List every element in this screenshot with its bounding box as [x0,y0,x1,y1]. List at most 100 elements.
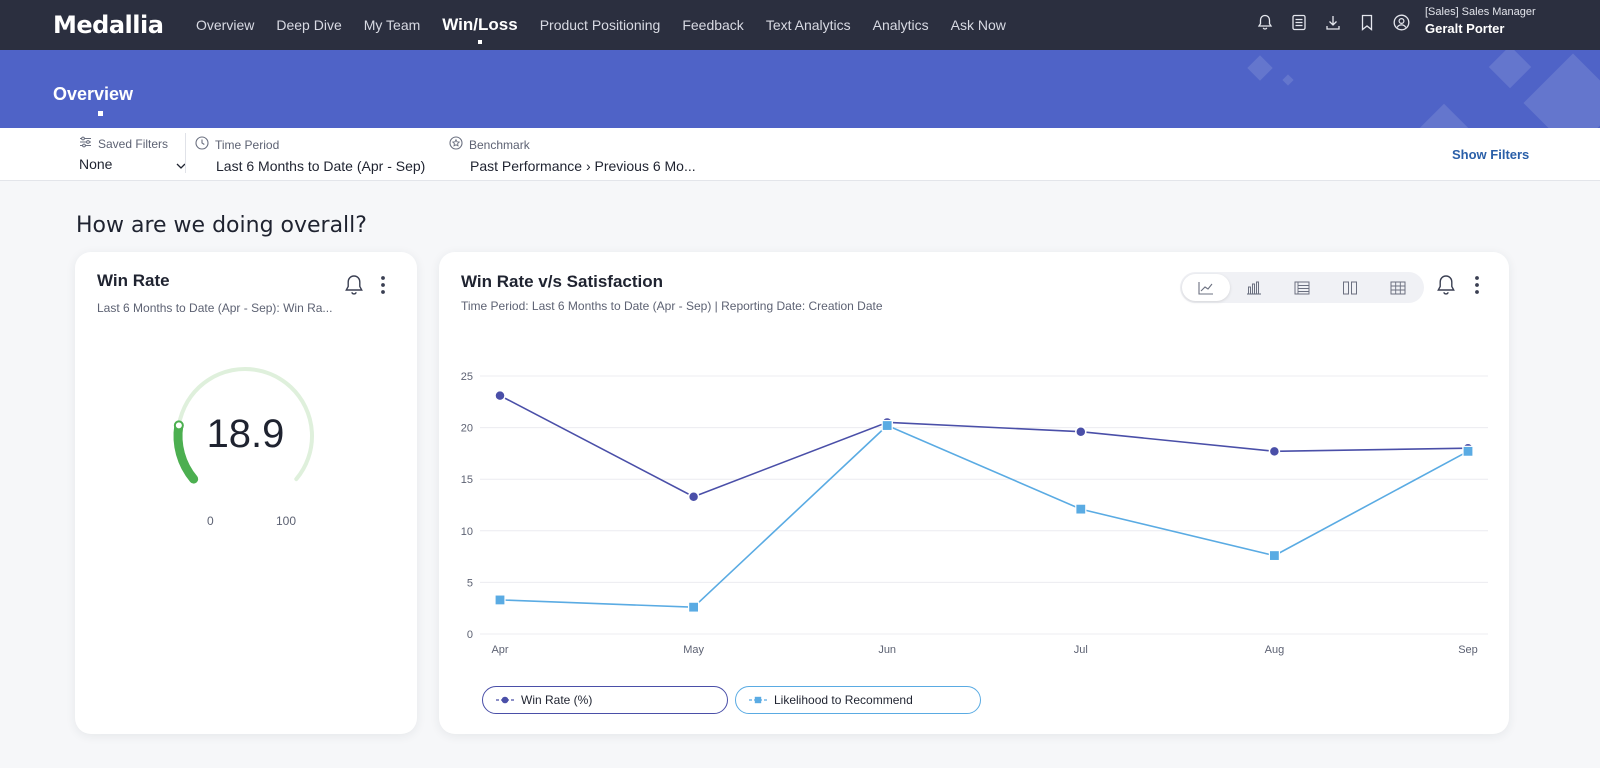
time-period-label: Time Period [215,137,280,152]
data-point-1 [687,490,700,503]
legend-win-rate[interactable]: Win Rate (%) [482,686,728,714]
y-tick-label: 10 [461,526,473,538]
data-point-2 [1075,503,1087,515]
x-tick-label: Sep [1458,644,1478,656]
banner-decoration [1488,50,1532,89]
page-title: Overview [53,84,134,104]
bell-icon[interactable] [1255,12,1275,32]
download-icon[interactable] [1323,12,1343,32]
top-navigation-bar: Medallia Overview Deep Dive My Team Win/… [0,0,1600,50]
chart-more-options-icon[interactable] [1465,272,1489,298]
gauge-max-label: 100 [276,514,297,528]
data-point-1 [1268,445,1281,458]
y-tick-label: 25 [461,371,473,383]
bookmark-icon[interactable] [1357,12,1377,32]
y-tick-label: 5 [467,577,473,589]
time-period-value: Last 6 Months to Date (Apr - Sep) [216,158,426,174]
x-tick-label: May [683,644,704,656]
win-rate-vs-satisfaction-card [439,252,1509,734]
checklist-icon[interactable] [1289,12,1309,32]
line-chart-icon[interactable] [1182,274,1230,301]
win-rate-gauge [173,367,314,484]
data-point-2 [1268,549,1281,562]
chart-view-toggle [1180,272,1424,303]
alert-bell-icon[interactable] [342,272,366,298]
list-chart-icon[interactable] [1278,274,1326,301]
saved-filters-control[interactable]: Saved Filters None [79,136,186,172]
benchmark-label-row: Benchmark [449,136,696,153]
nav-link-my-team[interactable]: My Team [363,17,421,33]
nav-link-feedback[interactable]: Feedback [682,17,744,33]
x-tick-label: Jul [1074,644,1088,656]
bar-chart-icon[interactable] [1230,274,1278,301]
nav-link-ask-now[interactable]: Ask Now [950,17,1006,33]
nav-link-text-analytics[interactable]: Text Analytics [765,17,851,33]
nav-icon-group [1255,12,1411,32]
legend-circle-marker-icon [495,695,515,705]
user-profile[interactable]: [Sales] Sales Manager Geralt Porter [1425,6,1536,36]
filter-bar: Saved Filters None Time Period Last 6 Mo… [0,128,1600,181]
user-circle-icon[interactable] [1391,12,1411,32]
main-nav-links: Overview Deep Dive My Team Win/Loss Prod… [185,0,1017,50]
section-heading: How are we doing overall? [76,213,367,238]
x-tick-label: Aug [1265,644,1285,656]
benchmark-control[interactable]: Benchmark Past Performance › Previous 6 … [449,136,696,174]
more-options-icon[interactable] [371,272,395,298]
time-period-control[interactable]: Time Period Last 6 Months to Date (Apr -… [195,136,425,174]
legend-likelihood-to-recommend[interactable]: Likelihood to Recommend [735,686,981,714]
series-line-1 [499,394,1469,498]
banner-decoration [1523,53,1600,128]
clock-icon [195,136,209,153]
x-tick-label: Apr [491,644,508,656]
legend-square-marker-icon [748,695,768,705]
chart-alert-bell-icon[interactable] [1434,272,1458,298]
banner-decoration [1415,103,1473,128]
saved-filters-value: None [79,156,113,172]
data-point-1 [494,389,506,402]
legend-win-rate-label: Win Rate (%) [521,693,593,707]
win-rate-title: Win Rate [97,271,170,290]
sliders-icon [79,136,92,151]
gauge-knob [173,420,184,431]
user-name: Geralt Porter [1425,21,1505,36]
chart-subtitle: Time Period: Last 6 Months to Date (Apr … [461,299,883,313]
medallia-logo[interactable]: Medallia [53,11,164,39]
nav-link-overview[interactable]: Overview [196,17,255,33]
y-tick-label: 0 [467,629,473,641]
win-rate-card [75,252,417,734]
gauge-fill [173,420,199,484]
win-rate-line-chart: 0 5 10 15 20 25 Apr May Jun Jul Aug Sep [461,371,1488,656]
data-point-2 [1462,445,1474,457]
data-point-2 [494,594,506,606]
saved-filters-label: Saved Filters [98,136,169,151]
user-role: [Sales] Sales Manager [1425,6,1536,18]
nav-link-deep-dive[interactable]: Deep Dive [276,17,342,33]
y-tick-label: 20 [461,423,473,435]
saved-filters-label-row: Saved Filters [79,136,186,151]
page-title-indicator [98,111,103,116]
gauge-min-label: 0 [207,514,214,528]
benchmark-badge-icon [449,136,463,153]
banner-decoration [1247,55,1273,81]
y-tick-label: 15 [461,474,473,486]
time-period-label-row: Time Period [195,136,425,153]
chart-title: Win Rate v/s Satisfaction [461,272,664,291]
data-point-2 [688,601,700,613]
chevron-down-icon[interactable] [176,156,186,172]
data-point-1 [1075,425,1087,438]
table-icon[interactable] [1374,274,1422,301]
column-compare-icon[interactable] [1326,274,1374,301]
page-banner: Overview [0,50,1600,128]
legend-likelihood-label: Likelihood to Recommend [774,693,913,707]
benchmark-value: Past Performance › Previous 6 Mo... [470,158,696,174]
benchmark-label: Benchmark [469,137,530,152]
nav-link-analytics[interactable]: Analytics [872,17,929,33]
x-tick-label: Jun [878,644,896,656]
nav-link-product-positioning[interactable]: Product Positioning [539,17,661,33]
show-filters-button[interactable]: Show Filters [1452,147,1530,162]
nav-link-win-loss[interactable]: Win/Loss [431,15,528,44]
filter-divider [185,133,186,173]
banner-decoration [1282,74,1294,86]
win-rate-value: 18.9 [206,412,285,456]
saved-filters-dropdown[interactable]: None [79,156,186,172]
